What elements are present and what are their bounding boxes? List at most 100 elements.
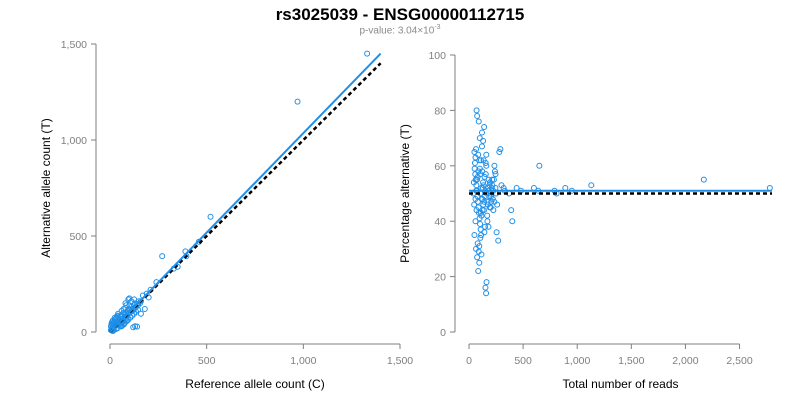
right-data-point xyxy=(476,165,483,172)
right-x-tick-label: 500 xyxy=(514,355,532,367)
right-x-tick-label: 1,000 xyxy=(564,355,590,367)
right-data-point xyxy=(476,243,483,250)
right-data-point xyxy=(485,176,492,183)
right-data-point xyxy=(485,223,492,230)
right-data-point xyxy=(482,284,489,291)
right-data-point xyxy=(475,118,482,125)
left-data-point xyxy=(131,296,138,303)
right-data-point xyxy=(480,179,487,186)
right-data-point xyxy=(491,168,498,175)
right-data-point xyxy=(513,184,520,191)
left-data-point xyxy=(159,253,166,260)
right-data-point xyxy=(489,176,496,183)
left-data-point xyxy=(127,314,134,321)
right-data-point xyxy=(588,182,595,189)
right-data-point xyxy=(472,218,479,225)
right-data-point xyxy=(491,162,498,169)
right-data-point xyxy=(473,107,480,114)
left-data-point xyxy=(135,306,142,313)
right-data-point xyxy=(476,259,483,266)
right-data-point xyxy=(484,201,491,208)
left-data-point xyxy=(141,305,148,312)
left-x-tick-label: 0 xyxy=(107,355,113,367)
right-data-point xyxy=(472,154,479,161)
left-data-point xyxy=(118,307,125,314)
right-data-point xyxy=(477,226,484,233)
right-data-point xyxy=(482,223,489,230)
right-x-axis-title: Total number of reads xyxy=(562,377,678,391)
left-x-tick-label: 1,000 xyxy=(290,355,316,367)
right-data-point xyxy=(483,290,490,297)
right-x-tick-label: 1,500 xyxy=(618,355,644,367)
right-y-tick-label: 60 xyxy=(434,161,446,173)
left-data-point xyxy=(108,327,115,334)
right-data-point xyxy=(472,196,479,203)
right-y-tick-label: 80 xyxy=(434,105,446,117)
right-y-tick-label: 40 xyxy=(434,216,446,228)
right-y-axis-title: Percentage alternative (T) xyxy=(398,124,412,263)
right-data-point xyxy=(477,220,484,227)
left-data-point xyxy=(123,302,130,309)
right-data-point xyxy=(476,215,483,222)
left-data-point xyxy=(137,310,144,317)
chart-title: rs3025039 - ENSG00000112715 xyxy=(275,5,525,24)
right-data-point xyxy=(477,171,484,178)
left-y-tick-label: 0 xyxy=(81,327,87,339)
left-x-tick-label: 500 xyxy=(198,355,216,367)
right-data-point xyxy=(498,182,505,189)
right-y-tick-label: 100 xyxy=(428,50,446,62)
right-data-point xyxy=(530,184,537,191)
right-data-point xyxy=(478,143,485,150)
left-data-point xyxy=(134,323,141,330)
right-data-point xyxy=(480,137,487,144)
right-data-point xyxy=(492,171,499,178)
chart-subtitle: p-value: 3.04×10-3 xyxy=(0,24,800,36)
right-data-point xyxy=(509,218,516,225)
right-data-point xyxy=(536,162,543,169)
right-data-point xyxy=(476,135,483,142)
right-data-point xyxy=(478,251,485,258)
left-data-point xyxy=(364,50,371,57)
right-data-point xyxy=(766,184,773,191)
pvalue-text: p-value: 3.04×10 xyxy=(359,25,435,37)
right-data-point xyxy=(700,176,707,183)
left-y-tick-label: 500 xyxy=(69,231,87,243)
right-data-point xyxy=(471,160,478,167)
right-data-point xyxy=(481,173,488,180)
right-data-point xyxy=(483,151,490,158)
right-data-point xyxy=(491,198,498,205)
left-fit-line xyxy=(109,52,382,333)
right-data-point xyxy=(484,198,491,205)
left-y-tick-label: 1,500 xyxy=(61,39,87,51)
right-data-point xyxy=(497,146,504,153)
right-data-point xyxy=(484,218,491,225)
right-data-point xyxy=(479,196,486,203)
left-data-point xyxy=(129,312,136,319)
right-data-point xyxy=(483,162,490,169)
right-data-point xyxy=(474,254,481,261)
left-x-tick-label: 1,500 xyxy=(387,355,413,367)
right-data-point xyxy=(483,279,490,286)
right-y-tick-label: 20 xyxy=(434,272,446,284)
left-y-tick-label: 1,000 xyxy=(61,135,87,147)
left-reference-line xyxy=(109,62,382,333)
right-x-tick-label: 0 xyxy=(466,355,472,367)
left-data-point xyxy=(133,308,140,315)
right-data-point xyxy=(471,201,478,208)
right-data-point xyxy=(473,207,480,214)
right-data-point xyxy=(495,237,502,244)
left-data-point xyxy=(294,98,301,105)
left-data-point xyxy=(114,313,121,320)
pvalue-exponent: -3 xyxy=(434,24,441,31)
right-data-point xyxy=(496,148,503,155)
right-data-point xyxy=(486,182,493,189)
right-data-point xyxy=(477,234,484,241)
right-data-point xyxy=(474,176,481,183)
right-data-point xyxy=(482,160,489,167)
left-data-point xyxy=(109,318,116,325)
left-data-point xyxy=(115,310,122,317)
left-y-axis-title: Alternative allele count (T) xyxy=(39,118,53,257)
right-data-point xyxy=(471,232,478,239)
right-data-point xyxy=(481,229,488,236)
left-x-axis-title: Reference allele count (C) xyxy=(185,377,324,391)
